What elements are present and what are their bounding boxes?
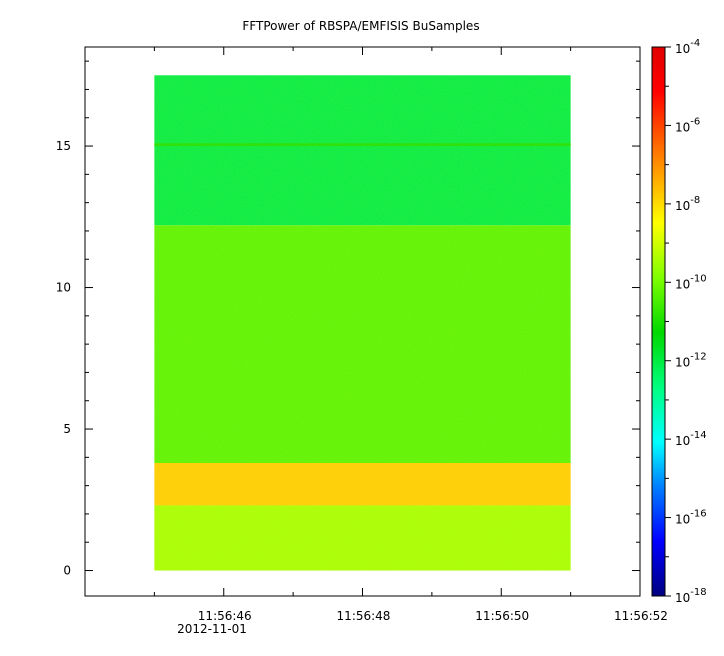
y-tick-label: 10 xyxy=(56,281,71,295)
colorbar-tick-label: 10-8 xyxy=(675,195,700,213)
colorbar-tick-label: 10-12 xyxy=(675,352,707,370)
x-tick-label: 11:56:50 xyxy=(475,609,529,623)
y-tick-label: 15 xyxy=(56,139,71,153)
colorbar-tick-label: 10-6 xyxy=(675,116,700,134)
x-axis: 11:56:46 11:56:48 11:56:50 11:56:52 xyxy=(153,47,668,623)
x-tick-label: 11:56:48 xyxy=(337,609,391,623)
chart-title: FFTPower of RBSPA/EMFISIS BuSamples xyxy=(242,19,479,33)
y-axis: 0 5 10 15 xyxy=(56,60,640,578)
colorbar-tick-label: 10-18 xyxy=(675,587,707,605)
colorbar-tick-label: 10-16 xyxy=(675,509,707,527)
y-tick-label: 0 xyxy=(63,564,71,578)
x-tick-label: 11:56:46 xyxy=(198,609,252,623)
y-tick-label: 5 xyxy=(63,422,71,436)
colorbar-tick-label: 10-14 xyxy=(675,430,707,448)
colorbar-tick-label: 10-4 xyxy=(675,38,700,56)
x-tick-label: 11:56:52 xyxy=(614,609,668,623)
spectrogram-texture xyxy=(154,75,571,571)
colorbar-tick-label: 10-10 xyxy=(675,273,707,291)
colorbar xyxy=(651,46,666,597)
x-date-label: 2012-11-01 xyxy=(177,622,247,636)
colorbar-axis: 10-4 10-6 10-8 10-10 10-12 10-14 10-16 10-18 xyxy=(665,38,707,605)
spectrogram-image xyxy=(154,75,571,571)
